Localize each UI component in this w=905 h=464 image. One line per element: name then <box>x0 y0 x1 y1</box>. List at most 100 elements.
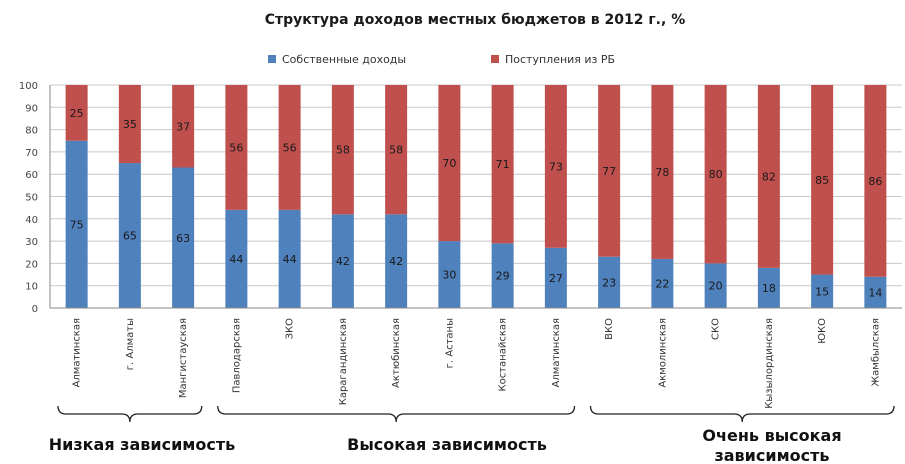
data-label: 37 <box>176 120 190 133</box>
x-tick-label: Павлодарская <box>231 318 242 393</box>
bar-1-5 <box>331 85 354 215</box>
y-tick-label: 30 <box>25 237 38 248</box>
group-label: Низкая зависимость <box>49 435 235 454</box>
data-label: 29 <box>496 270 510 283</box>
bar-1-1 <box>118 85 141 164</box>
y-tick-label: 20 <box>25 259 38 270</box>
y-tick-label: 100 <box>19 81 38 92</box>
bar-0-15 <box>864 276 887 308</box>
bar-1-9 <box>544 85 567 248</box>
chart-title: Структура доходов местных бюджетов в 201… <box>265 12 685 28</box>
bar-0-10 <box>598 256 621 308</box>
data-label: 71 <box>496 158 510 171</box>
x-tick-label: Актюбинская <box>391 318 402 388</box>
dependency-groups: Низкая зависимость Высокая зависимость Оче… <box>49 405 895 464</box>
x-tick-label: СКО <box>711 318 722 340</box>
group-bracket <box>217 405 576 423</box>
data-label: 35 <box>123 118 137 131</box>
y-tick-label: 0 <box>32 304 38 315</box>
bar-0-4 <box>278 209 301 308</box>
y-tick-label: 70 <box>25 148 38 159</box>
data-label: 20 <box>709 280 723 293</box>
y-tick-label: 90 <box>25 103 38 114</box>
x-tick-label: г. Астаны <box>444 318 455 368</box>
bar-1-4 <box>278 85 301 210</box>
legend: Собственные доходы Поступления из РБ <box>268 53 615 66</box>
bar-0-14 <box>811 274 834 308</box>
x-tick-label: ВКО <box>604 318 615 340</box>
bar-0-12 <box>704 263 727 308</box>
y-tick-label: 40 <box>25 215 38 226</box>
y-tick-label: 80 <box>25 126 38 137</box>
bar-0-8 <box>491 243 514 308</box>
bar-1-15 <box>864 85 887 277</box>
x-tick-label: Мангистауская <box>178 318 189 398</box>
x-tick-label: Алматинская <box>72 318 83 387</box>
x-tick-label: Алматинская <box>551 318 562 387</box>
data-label: 80 <box>709 168 723 181</box>
bar-1-7 <box>438 85 461 242</box>
x-tick-label: Жамбылская <box>870 318 881 387</box>
bar-1-11 <box>651 85 674 259</box>
data-label: 22 <box>655 277 669 290</box>
data-label: 65 <box>123 230 137 243</box>
bar-0-1 <box>118 163 141 308</box>
data-label: 25 <box>70 107 84 120</box>
bars: 75 25 65 35 63 37 44 56 44 56 42 58 42 58 30 70 29 71 27 73… <box>65 85 887 308</box>
group-label: Высокая зависимость <box>347 435 547 454</box>
legend-label-0: Собственные доходы <box>282 53 406 66</box>
data-label: 75 <box>70 218 84 231</box>
bar-1-10 <box>598 85 621 257</box>
x-tick-label: г. Алматы <box>125 318 136 370</box>
data-label: 85 <box>815 174 829 187</box>
x-tick-label: Акмолинская <box>657 318 668 388</box>
data-label: 58 <box>336 144 350 157</box>
bar-0-2 <box>172 167 195 308</box>
bar-0-7 <box>438 241 461 308</box>
data-label: 56 <box>283 141 297 154</box>
data-label: 44 <box>229 253 243 266</box>
data-label: 82 <box>762 170 776 183</box>
data-label: 30 <box>442 269 456 282</box>
data-label: 42 <box>336 255 350 268</box>
bar-0-13 <box>757 267 780 308</box>
y-axis: 0 10 20 30 40 50 60 70 80 90 100 <box>19 81 51 315</box>
bar-1-12 <box>704 85 727 264</box>
legend-label-1: Поступления из РБ <box>505 53 615 66</box>
data-label: 44 <box>283 253 297 266</box>
bar-0-6 <box>385 214 408 308</box>
data-label: 14 <box>868 286 882 299</box>
legend-swatch-0 <box>268 55 276 63</box>
data-label: 42 <box>389 255 403 268</box>
group-bracket <box>589 405 895 423</box>
data-label: 70 <box>442 157 456 170</box>
bar-0-11 <box>651 258 674 308</box>
bar-0-9 <box>544 247 567 308</box>
bar-1-2 <box>172 85 195 168</box>
data-label: 63 <box>176 232 190 245</box>
bar-1-0 <box>65 85 88 141</box>
data-label: 86 <box>868 175 882 188</box>
data-label: 58 <box>389 144 403 157</box>
data-label: 73 <box>549 160 563 173</box>
bar-1-3 <box>225 85 248 210</box>
bar-0-3 <box>225 209 248 308</box>
data-label: 78 <box>655 166 669 179</box>
x-tick-label: Кызылординская <box>764 318 775 409</box>
x-axis: Алматинская г. Алматы Мангистауская Павлода… <box>50 307 902 409</box>
y-tick-label: 60 <box>25 170 38 181</box>
data-label: 27 <box>549 272 563 285</box>
x-tick-label: ЮКО <box>817 318 828 344</box>
bar-1-13 <box>757 85 780 268</box>
bar-0-5 <box>331 214 354 308</box>
bar-0-0 <box>65 140 88 308</box>
bar-1-6 <box>385 85 408 215</box>
data-label: 23 <box>602 276 616 289</box>
x-tick-label: ЗКО <box>285 318 296 340</box>
bar-1-14 <box>811 85 834 275</box>
data-label: 18 <box>762 282 776 295</box>
data-label: 56 <box>229 141 243 154</box>
data-label: 77 <box>602 165 616 178</box>
data-label: 15 <box>815 285 829 298</box>
